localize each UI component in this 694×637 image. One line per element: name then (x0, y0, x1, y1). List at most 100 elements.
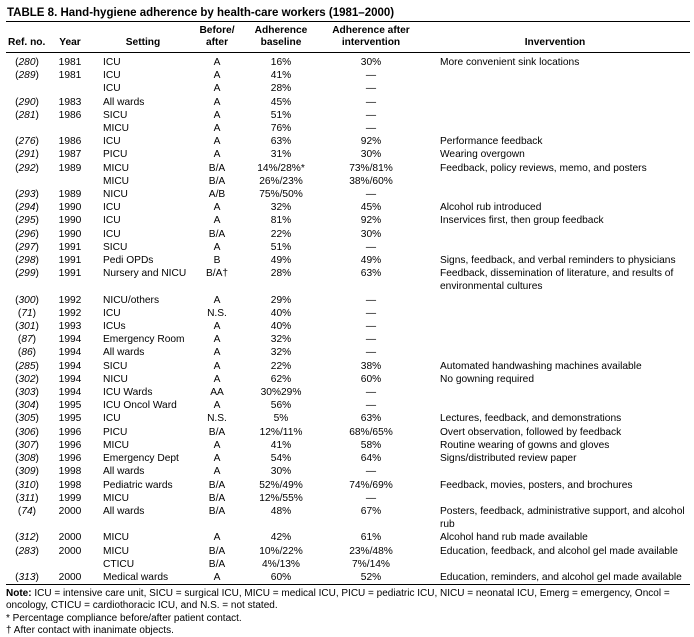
cell-before-after: B/A (208, 162, 226, 174)
ref-number: 308 (18, 453, 36, 465)
table-row: ICU A 28% — (6, 82, 690, 95)
cell-baseline: 51% (270, 241, 292, 253)
table-body: (280) 1981 ICU A 16% 30% More convenient sink … (6, 53, 690, 585)
cell-year (48, 82, 92, 95)
cell-ref: (304) (15, 400, 39, 412)
cell-after-intervention: 63% (360, 268, 382, 280)
cell-year: 1994 (58, 387, 82, 399)
cell-before-after: A (213, 532, 221, 544)
cell-baseline: 41% (270, 439, 292, 451)
cell-ref: (296) (15, 228, 39, 240)
cell-year: 1995 (58, 413, 82, 425)
cell-baseline: 76% (270, 123, 292, 135)
cell-baseline: 31% (270, 149, 292, 161)
cell-year: 1991 (58, 255, 82, 267)
ref-number: 290 (18, 96, 36, 108)
table-row: (291) 1987 PICU A 31% 30% Wearing overgown (6, 148, 690, 161)
cell-after-intervention: 68%/65% (349, 426, 393, 438)
cell-baseline: 32% (270, 202, 292, 214)
table-notes: Note: ICU = intensive care unit, SICU = … (6, 588, 690, 637)
cell-after-intervention: — (365, 109, 377, 121)
cell-year: 1989 (58, 189, 82, 201)
ref-number: 281 (18, 109, 36, 121)
cell-ref: (292) (15, 162, 39, 174)
cell-baseline: 30% (270, 466, 292, 478)
cell-intervention (420, 346, 690, 359)
cell-ref: (289) (15, 70, 39, 82)
cell-ref: (74) (17, 505, 37, 517)
table-row: (292) 1989 MICU B/A 14%/28%* 73%/81% Feedback,… (6, 162, 690, 175)
cell-after-intervention: 92% (360, 215, 382, 227)
ref-number: 297 (18, 241, 36, 253)
ref-number: 300 (18, 294, 36, 306)
cell-year: 2000 (58, 545, 82, 557)
cell-baseline: 45% (270, 96, 292, 108)
cell-before-after: A (213, 347, 221, 359)
cell-after-intervention: 49% (360, 255, 382, 267)
cell-after-intervention: — (365, 334, 377, 346)
cell-intervention: No gowning required (440, 373, 535, 385)
cell-intervention: Lectures, feedback, and demonstrations (440, 413, 622, 425)
cell-after-intervention: 92% (360, 136, 382, 148)
cell-year: 1983 (58, 96, 82, 108)
cell-intervention: Signs/distributed review paper (440, 453, 577, 465)
cell-ref: (301) (15, 321, 39, 333)
cell-year: 1999 (58, 492, 82, 504)
header-after-intervention: Adherence after intervention (332, 25, 410, 48)
cell-before-after: A (213, 373, 221, 385)
table-row: (87) 1994 Emergency Room A 32% — (6, 333, 690, 346)
cell-year: 1994 (58, 360, 82, 372)
table-row: (297) 1991 SICU A 51% — (6, 241, 690, 254)
cell-intervention (420, 82, 690, 95)
cell-baseline: 40% (270, 307, 292, 319)
cell-before-after: A (213, 70, 221, 82)
cell-intervention (420, 228, 690, 241)
table-row: (298) 1991 Pedi OPDs B 49% 49% Signs, feedback… (6, 254, 690, 267)
cell-setting: SICU (103, 360, 128, 372)
table-row: (281) 1986 SICU A 51% — (6, 109, 690, 122)
cell-intervention: Routine wearing of gowns and gloves (440, 439, 610, 451)
cell-before-after: B/A (208, 492, 226, 504)
cell-baseline: 12%/55% (259, 492, 303, 504)
cell-year: 1987 (58, 149, 82, 161)
cell-before-after: A (213, 109, 221, 121)
cell-setting: ICU (103, 202, 121, 214)
cell-setting: MICU (103, 175, 130, 187)
cell-baseline: 42% (270, 532, 292, 544)
ref-number: 289 (18, 70, 36, 82)
table-row: (300) 1992 NICU/others A 29% — (6, 294, 690, 307)
cell-after-intervention: — (365, 307, 377, 319)
ref-number: 301 (18, 321, 36, 333)
cell-after-intervention: 38%/60% (349, 175, 393, 187)
cell-after-intervention: — (365, 294, 377, 306)
cell-baseline: 14%/28%* (257, 162, 305, 174)
ref-number: 298 (18, 255, 36, 267)
cell-setting: All wards (103, 347, 145, 359)
cell-intervention (420, 333, 690, 346)
table-row: (283) 2000 MICU B/A 10%/22% 23%/48% Education,… (6, 545, 690, 558)
table-row: (295) 1990 ICU A 81% 92% Inservices first, the… (6, 214, 690, 227)
cell-ref: (293) (15, 189, 39, 201)
cell-setting: ICU (103, 228, 121, 240)
cell-intervention: Feedback, dissemination of literature, a… (440, 268, 674, 293)
header-ref: Ref. no. (8, 37, 46, 48)
cell-after-intervention: — (365, 70, 377, 82)
cell-year: 2000 (58, 571, 82, 583)
cell-before-after: A (213, 400, 221, 412)
table-row: (74) 2000 All wards B/A 48% 67% Posters, feedb… (6, 505, 690, 531)
cell-before-after: A (213, 83, 221, 95)
table-row: (306) 1996 PICU B/A 12%/11% 68%/65% Overt obse… (6, 426, 690, 439)
cell-setting: NICU/others (103, 294, 160, 306)
note: Note: ICU = intensive care unit, SICU = … (6, 588, 690, 613)
table-row: (302) 1994 NICU A 62% 60% No gowning required (6, 373, 690, 386)
cell-ref: (291) (15, 149, 39, 161)
cell-ref: (312) (15, 532, 39, 544)
cell-year: 1986 (58, 109, 82, 121)
cell-year: 1996 (58, 426, 82, 438)
cell-after-intervention: — (365, 347, 377, 359)
cell-after-intervention: 45% (360, 202, 382, 214)
cell-baseline: 75%/50% (259, 189, 303, 201)
cell-setting: All wards (103, 96, 145, 108)
table-row: (86) 1994 All wards A 32% — (6, 346, 690, 359)
cell-setting: Pedi OPDs (103, 255, 154, 267)
